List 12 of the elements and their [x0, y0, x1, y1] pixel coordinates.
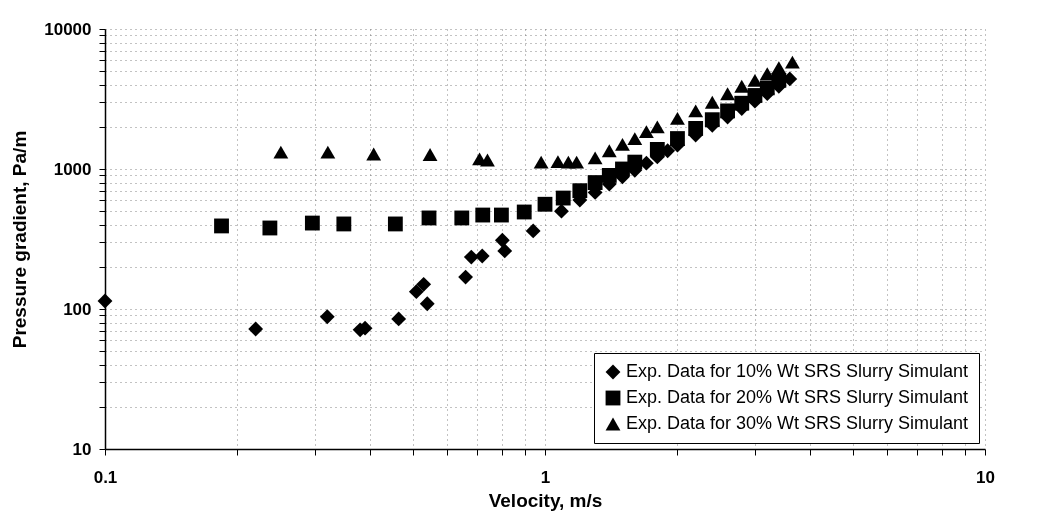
x-tick-label: 10 [976, 467, 995, 487]
legend-label: Exp. Data for 20% Wt SRS Slurry Simulant [626, 387, 969, 407]
y-axis-title: Pressure gradient, Pa/m [9, 130, 31, 349]
legend-label: Exp. Data for 10% Wt SRS Slurry Simulant [626, 361, 969, 381]
y-tick-label: 1000 [53, 159, 92, 179]
x-tick-label: 0.1 [93, 467, 118, 487]
y-tick-label: 10000 [44, 19, 92, 39]
y-tick-label: 100 [63, 299, 92, 319]
y-tick-label: 10 [72, 439, 92, 459]
x-axis-title: Velocity, m/s [488, 489, 603, 511]
x-tick-label: 1 [540, 467, 551, 487]
legend-label: Exp. Data for 30% Wt SRS Slurry Simulant [626, 413, 969, 433]
